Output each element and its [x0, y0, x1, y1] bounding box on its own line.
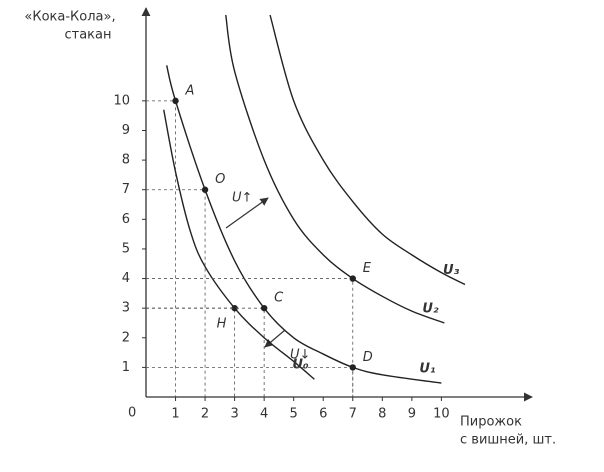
y-tick-label: 10: [113, 93, 130, 108]
curve-label: U₃: [443, 263, 460, 278]
guide-line: [146, 189, 206, 397]
x-tick-label: 5: [290, 407, 298, 422]
indifference-curve: [163, 109, 315, 380]
x-label: с вишней, шт.: [460, 433, 556, 448]
y-label: «Кока-Кола»,: [24, 10, 115, 25]
arrow: [225, 197, 269, 229]
point: [231, 304, 238, 312]
point-label: O: [215, 172, 225, 187]
x-tick-label: 8: [378, 407, 386, 422]
y-tick-label: 6: [122, 212, 130, 227]
x-tick-label: 9: [408, 407, 416, 422]
y-tick-label: 7: [122, 182, 130, 197]
point: [349, 275, 356, 282]
point: [260, 304, 268, 312]
y-tick-label: 1: [122, 360, 130, 375]
point-label: H: [217, 317, 227, 332]
x-tick-label: 4: [260, 407, 268, 422]
indifference-curve: [269, 14, 466, 286]
x-label: Пирожок: [460, 415, 522, 430]
point: [349, 364, 356, 371]
point: [201, 186, 209, 193]
indifference-curve: [165, 65, 442, 384]
annotation: U↑: [232, 191, 252, 206]
y-tick-label: 2: [122, 330, 130, 345]
arrow: [264, 329, 286, 348]
y-tick-label: 3: [122, 301, 130, 316]
indifference-curve: [225, 14, 445, 324]
x-tick-label: 2: [201, 407, 209, 422]
y-tick-label: 9: [122, 123, 130, 138]
y-label: стакан: [64, 28, 111, 43]
guide-line: [146, 278, 354, 397]
y-tick-label: 8: [122, 153, 130, 168]
guide-line: [146, 100, 176, 397]
point-label: A: [185, 83, 195, 98]
point: [172, 97, 179, 105]
point-label: E: [363, 261, 372, 276]
x-tick-label: 6: [319, 407, 327, 422]
x-tick-label: 1: [171, 407, 179, 422]
point-label: D: [363, 350, 373, 365]
x-tick-label: 10: [433, 407, 450, 422]
x-tick-label: 3: [230, 407, 238, 422]
point-label: C: [274, 291, 284, 306]
y-tick-label: 5: [122, 241, 130, 256]
x-tick-label: 7: [349, 407, 357, 422]
curve-label: U₀: [292, 358, 309, 373]
curve-label: U₁: [419, 362, 436, 377]
y-tick-label: 4: [122, 271, 130, 286]
annotation: U↓: [290, 348, 310, 363]
guide-line: [146, 366, 354, 397]
origin-label: 0: [128, 406, 136, 421]
curve-label: U₂: [422, 301, 439, 316]
